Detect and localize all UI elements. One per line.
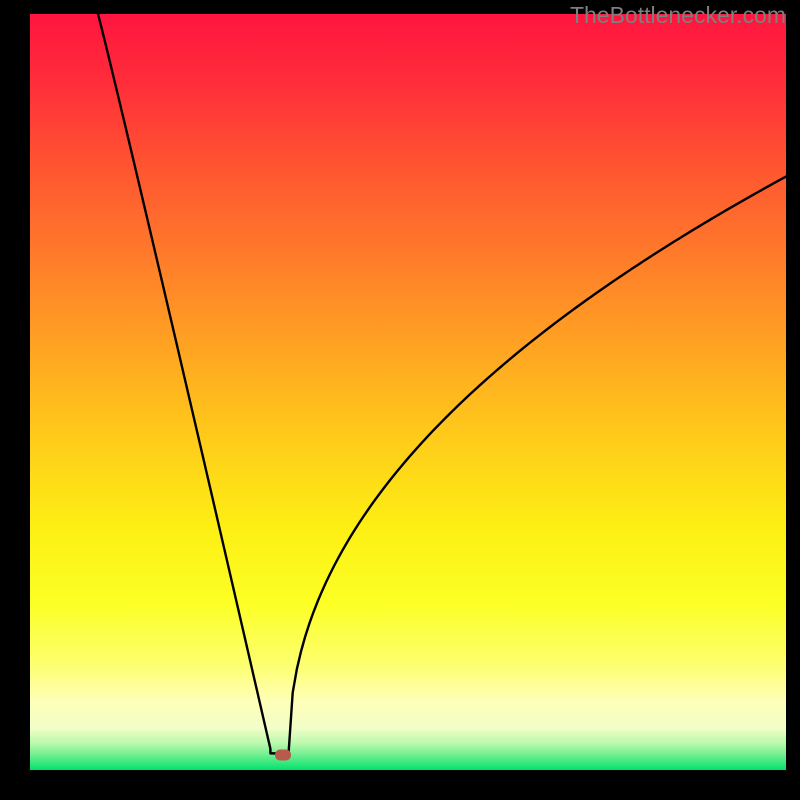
- curve-path: [98, 14, 786, 753]
- bottleneck-curve: [30, 14, 786, 770]
- optimal-point-marker: [275, 749, 291, 760]
- chart-frame: TheBottlenecker.com: [0, 0, 800, 800]
- plot-area: [30, 14, 786, 770]
- watermark-text: TheBottlenecker.com: [570, 2, 786, 29]
